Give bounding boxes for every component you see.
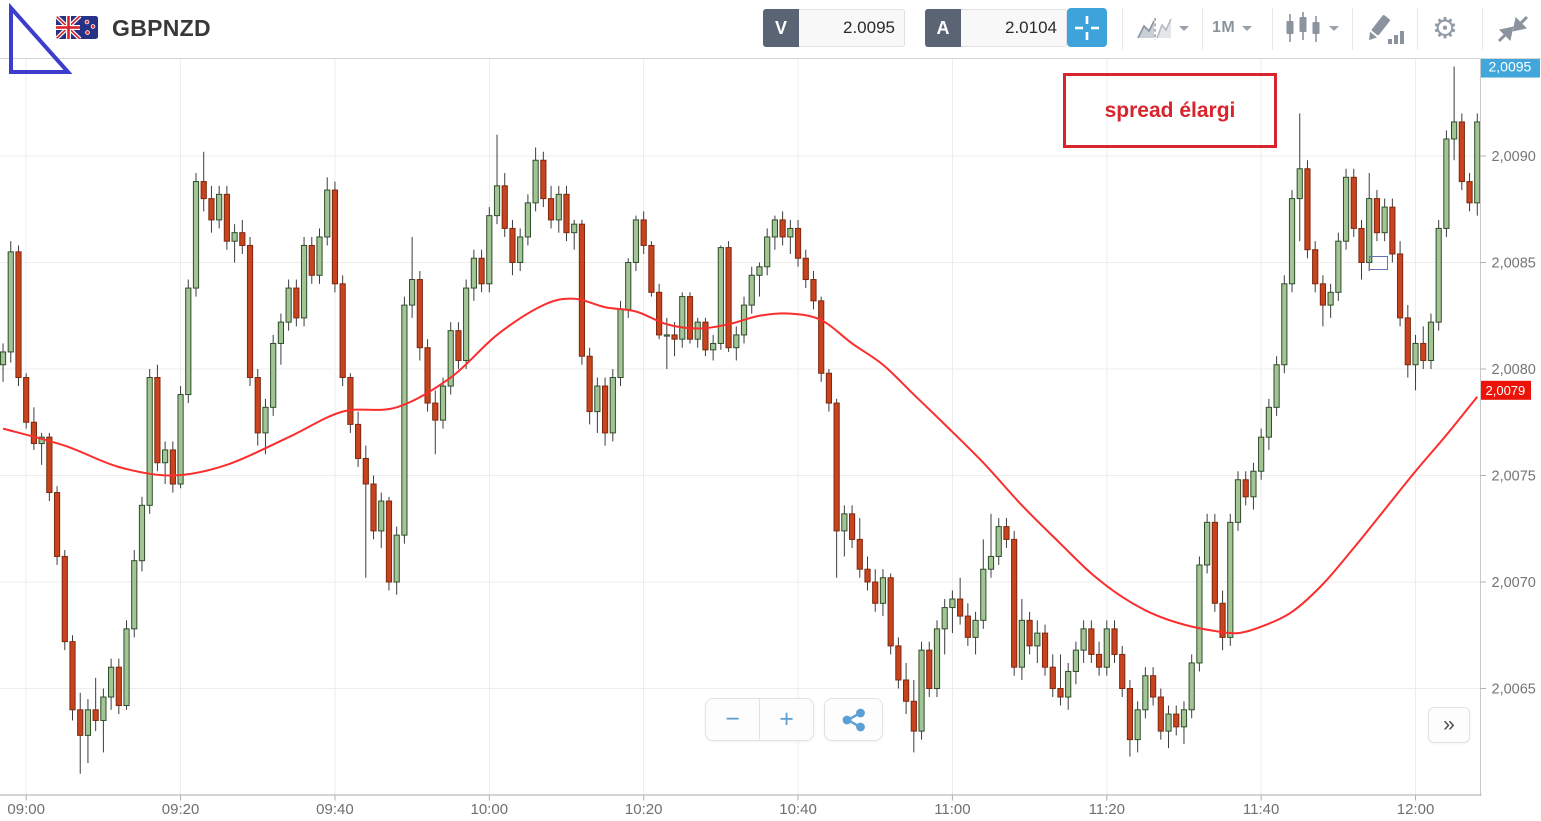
crosshair-icon (1075, 15, 1099, 40)
buy-button[interactable]: A 2.0104 (925, 9, 1067, 47)
divider (1417, 8, 1418, 50)
sell-price: 2.0095 (799, 9, 905, 47)
svg-text:2,0090: 2,0090 (1492, 149, 1536, 165)
svg-text:09:00: 09:00 (7, 801, 45, 818)
candle-style-dropdown[interactable] (1286, 12, 1339, 44)
collapse-chart-button[interactable] (1496, 14, 1530, 44)
timeframe-label: 1M (1212, 19, 1236, 36)
time-axis[interactable]: 09:00 09:20 09:40 10:00 10:20 10:40 11:00 11:20… (7, 795, 1434, 818)
sell-button[interactable]: V 2.0095 (763, 9, 905, 47)
svg-text:2,0080: 2,0080 (1492, 362, 1536, 378)
sell-label: V (763, 9, 799, 47)
chevron-down-icon (1179, 25, 1189, 31)
divider (1482, 8, 1483, 50)
divider (1272, 8, 1273, 50)
price-axis[interactable]: 2,0090 2,0085 2,0080 2,0075 2,0070 2,0065 (1480, 149, 1536, 698)
svg-text:10:40: 10:40 (779, 801, 817, 818)
chevron-down-icon (1329, 25, 1339, 31)
svg-text:2,0085: 2,0085 (1492, 256, 1536, 272)
crosshair-tool-button[interactable] (1067, 8, 1107, 47)
zoom-in-button[interactable]: + (779, 705, 794, 733)
collapse-arrows-icon (1497, 15, 1529, 43)
svg-text:2,0065: 2,0065 (1492, 682, 1536, 698)
gbpnzd-flag-icon (56, 16, 98, 44)
indicators-draw-button[interactable] (1366, 13, 1404, 45)
divider (1202, 8, 1203, 50)
candles (0, 66, 1481, 774)
svg-text:2,0070: 2,0070 (1492, 575, 1536, 591)
svg-text:11:40: 11:40 (1243, 801, 1279, 818)
expand-panel-button[interactable]: » (1428, 707, 1470, 743)
svg-text:11:20: 11:20 (1089, 801, 1125, 818)
chart-type-dropdown[interactable] (1136, 14, 1189, 42)
buy-label: A (925, 9, 961, 47)
chevron-down-icon (1242, 25, 1253, 31)
svg-text:09:20: 09:20 (162, 801, 200, 818)
svg-text:2,0095: 2,0095 (1489, 59, 1532, 75)
chart-type-icon (1137, 18, 1172, 40)
selection-box[interactable] (1369, 256, 1388, 270)
svg-text:12:00: 12:00 (1397, 801, 1435, 818)
symbol-title: GBPNZD (112, 15, 211, 41)
settings-button[interactable]: ⚙ (1432, 9, 1458, 49)
svg-text:2,0079: 2,0079 (1486, 383, 1526, 398)
candlestick-icon (1286, 12, 1320, 42)
header-bar: GBPNZD V 2.0095 A 2.0104 (0, 0, 1541, 59)
svg-text:2,0075: 2,0075 (1492, 469, 1536, 485)
divider (1122, 8, 1123, 50)
pencil-chart-icon (1369, 15, 1404, 44)
svg-text:10:20: 10:20 (625, 801, 663, 818)
share-icon (842, 708, 865, 731)
zoom-controls: − + (705, 698, 814, 741)
moving-average-line (2, 297, 1479, 635)
svg-text:11:00: 11:00 (934, 801, 970, 818)
share-button[interactable] (824, 698, 883, 741)
annotation-box[interactable]: spread élargi (1063, 73, 1277, 148)
svg-text:09:40: 09:40 (316, 801, 354, 818)
zoom-out-button[interactable]: − (725, 705, 740, 733)
last-price-badge: 2,0095 (1481, 55, 1540, 78)
annotation-text: spread élargi (1104, 98, 1236, 122)
gridlines (0, 58, 1481, 795)
buy-price: 2.0104 (961, 9, 1067, 47)
divider (759, 699, 760, 740)
timeframe-dropdown[interactable]: 1M (1212, 19, 1253, 37)
ma-value-badge: 2,0079 (1481, 380, 1531, 400)
svg-text:10:00: 10:00 (471, 801, 509, 818)
gear-icon: ⚙ (1432, 13, 1458, 45)
divider (1352, 8, 1353, 50)
